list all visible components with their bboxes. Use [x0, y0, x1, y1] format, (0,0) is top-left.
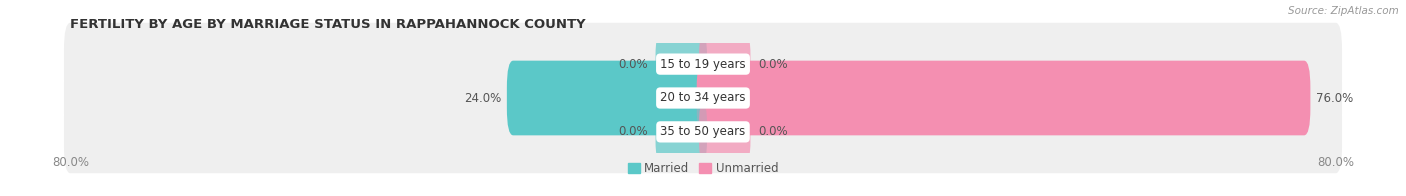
Text: 0.0%: 0.0%: [619, 125, 648, 138]
Text: FERTILITY BY AGE BY MARRIAGE STATUS IN RAPPAHANNOCK COUNTY: FERTILITY BY AGE BY MARRIAGE STATUS IN R…: [70, 18, 586, 31]
Text: 0.0%: 0.0%: [758, 125, 787, 138]
Text: 15 to 19 years: 15 to 19 years: [661, 58, 745, 71]
FancyBboxPatch shape: [63, 23, 1343, 105]
Text: 24.0%: 24.0%: [464, 92, 502, 104]
Text: 0.0%: 0.0%: [758, 58, 787, 71]
Text: Source: ZipAtlas.com: Source: ZipAtlas.com: [1288, 6, 1399, 16]
Text: 76.0%: 76.0%: [1316, 92, 1353, 104]
Text: 0.0%: 0.0%: [619, 58, 648, 71]
FancyBboxPatch shape: [697, 61, 1310, 135]
FancyBboxPatch shape: [63, 57, 1343, 139]
FancyBboxPatch shape: [655, 105, 707, 159]
FancyBboxPatch shape: [699, 37, 751, 91]
Legend: Married, Unmarried: Married, Unmarried: [623, 157, 783, 180]
FancyBboxPatch shape: [699, 105, 751, 159]
FancyBboxPatch shape: [63, 91, 1343, 173]
Text: 35 to 50 years: 35 to 50 years: [661, 125, 745, 138]
FancyBboxPatch shape: [506, 61, 710, 135]
Text: 20 to 34 years: 20 to 34 years: [661, 92, 745, 104]
FancyBboxPatch shape: [655, 37, 707, 91]
